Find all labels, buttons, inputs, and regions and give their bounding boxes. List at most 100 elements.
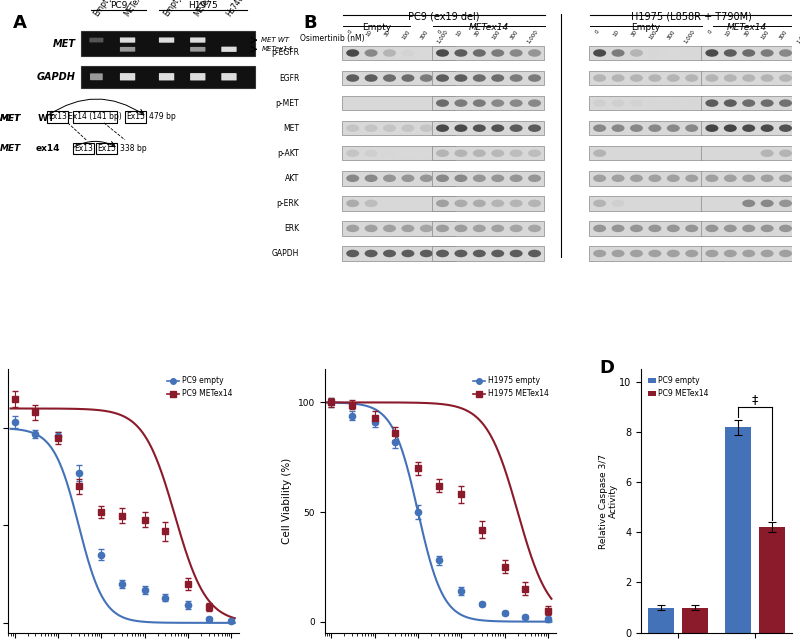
Ellipse shape (611, 74, 625, 82)
Ellipse shape (630, 99, 643, 107)
Ellipse shape (779, 49, 792, 57)
Bar (589, 246, 702, 261)
Ellipse shape (779, 125, 792, 132)
Ellipse shape (365, 225, 378, 232)
Text: ERK: ERK (284, 224, 299, 233)
Text: 0: 0 (348, 29, 354, 35)
Ellipse shape (798, 150, 800, 157)
Text: 10: 10 (725, 29, 733, 38)
Ellipse shape (438, 49, 451, 57)
Bar (81, 31, 255, 56)
Ellipse shape (365, 74, 378, 82)
Ellipse shape (528, 174, 541, 182)
Text: 30: 30 (743, 29, 751, 38)
Ellipse shape (630, 225, 643, 232)
Text: Osimertinib (nM): Osimertinib (nM) (300, 35, 365, 43)
Ellipse shape (593, 225, 606, 232)
Bar (342, 121, 454, 135)
Text: WT: WT (35, 114, 54, 123)
FancyBboxPatch shape (159, 73, 174, 81)
Bar (73, 142, 94, 155)
Ellipse shape (685, 225, 698, 232)
Bar (125, 111, 146, 123)
Ellipse shape (611, 174, 625, 182)
Ellipse shape (454, 49, 467, 57)
Ellipse shape (706, 74, 718, 82)
Ellipse shape (528, 99, 541, 107)
Ellipse shape (438, 250, 451, 258)
Ellipse shape (742, 125, 755, 132)
Ellipse shape (779, 99, 792, 107)
Text: 1,000: 1,000 (683, 29, 697, 45)
Bar (589, 221, 702, 236)
Text: 479 bp: 479 bp (149, 112, 176, 121)
FancyBboxPatch shape (222, 73, 237, 81)
Ellipse shape (666, 99, 680, 107)
Ellipse shape (454, 174, 467, 182)
Text: 10: 10 (366, 29, 374, 38)
Text: 100: 100 (491, 29, 501, 40)
Ellipse shape (648, 174, 662, 182)
Ellipse shape (724, 174, 737, 182)
Ellipse shape (666, 250, 680, 258)
Ellipse shape (798, 74, 800, 82)
Text: GAPDH: GAPDH (37, 72, 75, 82)
Ellipse shape (383, 250, 396, 258)
FancyBboxPatch shape (120, 47, 135, 52)
Ellipse shape (666, 225, 680, 232)
Ellipse shape (365, 199, 378, 207)
Ellipse shape (779, 225, 792, 232)
Ellipse shape (779, 174, 792, 182)
Text: p-EGFR: p-EGFR (271, 49, 299, 58)
Ellipse shape (724, 125, 737, 132)
Ellipse shape (473, 99, 486, 107)
Ellipse shape (383, 174, 396, 182)
FancyBboxPatch shape (190, 73, 206, 81)
Bar (342, 246, 454, 261)
Ellipse shape (436, 49, 449, 57)
Ellipse shape (383, 225, 396, 232)
Ellipse shape (454, 150, 467, 157)
Ellipse shape (593, 199, 606, 207)
Bar (342, 96, 454, 111)
Ellipse shape (630, 125, 643, 132)
Ellipse shape (473, 174, 486, 182)
Text: AKT: AKT (285, 174, 299, 183)
Ellipse shape (420, 49, 433, 57)
Ellipse shape (706, 225, 718, 232)
Ellipse shape (528, 74, 541, 82)
FancyBboxPatch shape (90, 38, 103, 42)
Ellipse shape (402, 225, 414, 232)
Text: Ex15: Ex15 (126, 112, 145, 121)
Bar (432, 221, 544, 236)
Ellipse shape (779, 199, 792, 207)
Ellipse shape (383, 74, 396, 82)
Ellipse shape (438, 74, 451, 82)
Text: Ex14 (141 bp): Ex14 (141 bp) (68, 112, 122, 121)
Ellipse shape (666, 125, 680, 132)
Bar (96, 142, 117, 155)
Ellipse shape (510, 150, 522, 157)
Ellipse shape (685, 174, 698, 182)
Text: 10: 10 (455, 29, 463, 38)
Ellipse shape (491, 199, 504, 207)
Ellipse shape (593, 174, 606, 182)
Ellipse shape (383, 150, 396, 157)
Ellipse shape (648, 99, 662, 107)
Bar (589, 121, 702, 135)
Ellipse shape (742, 225, 755, 232)
Ellipse shape (685, 125, 698, 132)
Ellipse shape (761, 49, 774, 57)
Text: Empty: Empty (162, 0, 183, 19)
Text: METex14: METex14 (193, 0, 219, 19)
Text: 0: 0 (594, 29, 601, 35)
Ellipse shape (402, 250, 414, 258)
Ellipse shape (454, 199, 467, 207)
Text: 1,000: 1,000 (526, 29, 539, 45)
Bar (759, 527, 785, 633)
Ellipse shape (491, 225, 504, 232)
Text: EGFR: EGFR (279, 73, 299, 82)
Bar (701, 71, 800, 85)
Text: Ex15: Ex15 (98, 144, 116, 153)
Bar (589, 146, 702, 160)
